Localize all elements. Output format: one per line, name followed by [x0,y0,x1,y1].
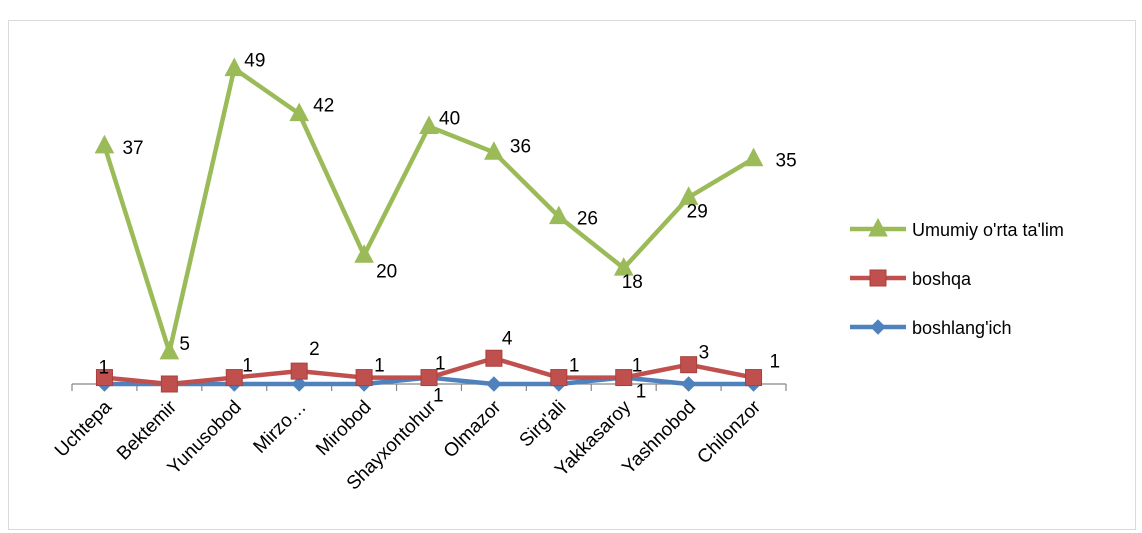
data-point [160,375,178,393]
data-label: 1 [374,356,385,377]
data-label: 26 [577,209,598,230]
data-label: 1 [435,354,446,375]
data-point [159,340,180,360]
data-label: 1 [636,382,647,403]
data-point [485,349,503,367]
x-tick-label: Sirg'ali [516,397,571,452]
data-label: 40 [439,109,460,130]
data-label: 2 [309,339,320,360]
x-tick-label: Uchtepa [51,396,116,461]
data-label: 1 [632,356,643,377]
data-point [94,134,115,154]
data-point [615,369,633,387]
data-label: 42 [313,96,334,117]
data-label: 29 [687,201,708,222]
chart-frame [8,20,1136,530]
legend-label: boshlang'ich [912,318,1012,338]
legend-item: boshqa [850,269,972,289]
data-point [548,205,569,225]
legend-marker [869,269,887,287]
data-label: 5 [179,334,190,355]
legend-label: boshqa [912,269,972,289]
data-point [290,362,308,380]
legend-item: Umumiy o'rta ta'lim [850,217,1064,240]
data-label: 4 [502,328,513,349]
data-point [550,369,568,387]
data-label: 1 [98,358,109,379]
legend-marker [868,217,888,237]
series-line-0 [102,66,756,355]
data-point [420,369,438,387]
data-point [354,244,374,263]
data-point [355,369,373,387]
data-labels: 37 5 49 42 20 40 36 26 18 29 35 1 1 2 1 1 4 1 1 3 1 1 1 [98,51,796,407]
data-label: 1 [569,356,580,377]
x-tick-label: Bektemir [113,396,181,464]
data-point [745,369,763,387]
legend-label: Umumiy o'rta ta'lim [912,220,1064,240]
data-label: 1 [433,386,444,407]
x-tick-label: Mirobod [312,397,375,460]
series-layer [94,57,764,393]
data-point [289,102,310,122]
data-label: 37 [122,138,143,159]
data-label: 1 [770,352,781,373]
data-point [486,376,502,392]
data-label: 49 [244,51,265,72]
data-point [680,376,697,392]
data-point [291,376,307,392]
x-tick-label: Mirzo… [250,397,311,458]
data-label: 36 [510,136,531,157]
legend-item: boshlang'ich [850,318,1012,338]
data-point [678,186,699,205]
data-label: 1 [242,356,253,377]
data-point [484,141,504,160]
x-tick-label: Chilonzor [693,396,765,468]
data-point [225,369,243,387]
data-label: 18 [622,272,643,293]
data-point [95,369,113,387]
x-tick-label: Olmazor [440,396,506,462]
data-label: 20 [376,261,397,282]
data-point [743,147,764,167]
data-point [680,356,698,374]
data-point [419,115,439,135]
data-label: 3 [699,343,710,364]
data-label: 35 [776,151,797,172]
legend: Umumiy o'rta ta'lim boshqa boshlang'ich [850,217,1064,338]
data-point [613,257,634,276]
data-point [224,57,245,77]
legend-marker [870,319,886,335]
